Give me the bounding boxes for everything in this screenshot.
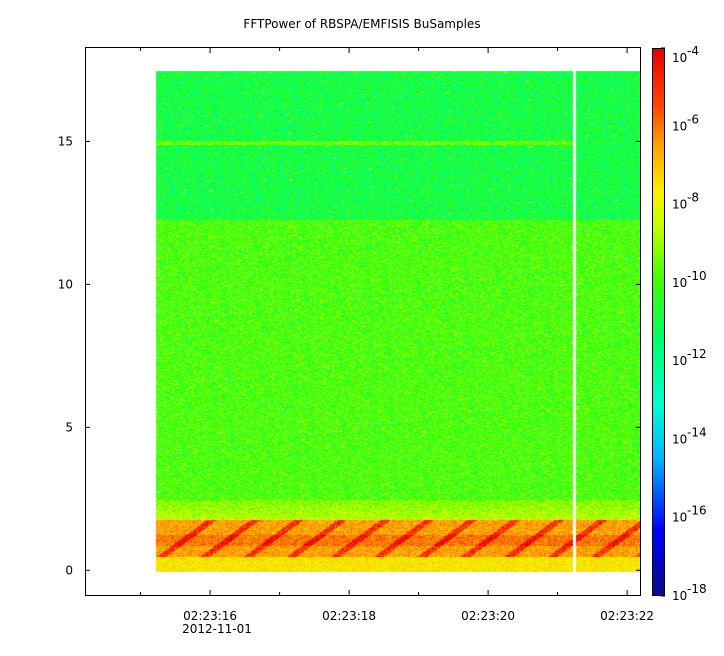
colorbar-tick-exponent: -14 (687, 425, 707, 439)
colorbar-tick-label: 10 (672, 589, 687, 603)
colorbar-tick-label: 10 (672, 51, 687, 65)
y-tick-label: 5 (65, 420, 73, 434)
colorbar (652, 48, 665, 596)
colorbar-tick-exponent: -16 (687, 504, 707, 518)
colorbar-tick-exponent: -6 (687, 112, 699, 126)
chart-title: FFTPower of RBSPA/EMFISIS BuSamples (243, 17, 481, 31)
x-tick-label: 02:23:16 (183, 609, 237, 623)
colorbar-tick-exponent: -18 (687, 582, 707, 596)
y-tick-label: 10 (58, 277, 73, 291)
plot-area (85, 47, 641, 596)
x-tick-label: 02:23:18 (322, 609, 376, 623)
x-tick-label: 02:23:20 (461, 609, 515, 623)
colorbar-tick-label: 10 (672, 119, 687, 133)
colorbar-tick-label: 10 (672, 198, 687, 212)
colorbar-tick-label: 10 (672, 276, 687, 290)
colorbar-tick-label: 10 (672, 354, 687, 368)
y-tick-label: 0 (65, 563, 73, 577)
colorbar-tick-exponent: -8 (687, 191, 699, 205)
x-tick-label: 02:23:22 (600, 609, 654, 623)
colorbar-tick-exponent: -4 (687, 44, 699, 58)
colorbar-tick-exponent: -10 (687, 269, 707, 283)
colorbar-tick-label: 10 (672, 432, 687, 446)
colorbar-tick-label: 10 (672, 511, 687, 525)
spectrogram-image (86, 48, 640, 595)
y-tick-label: 15 (58, 134, 73, 148)
x-date-label: 2012-11-01 (182, 622, 252, 636)
colorbar-tick-exponent: -12 (687, 347, 707, 361)
